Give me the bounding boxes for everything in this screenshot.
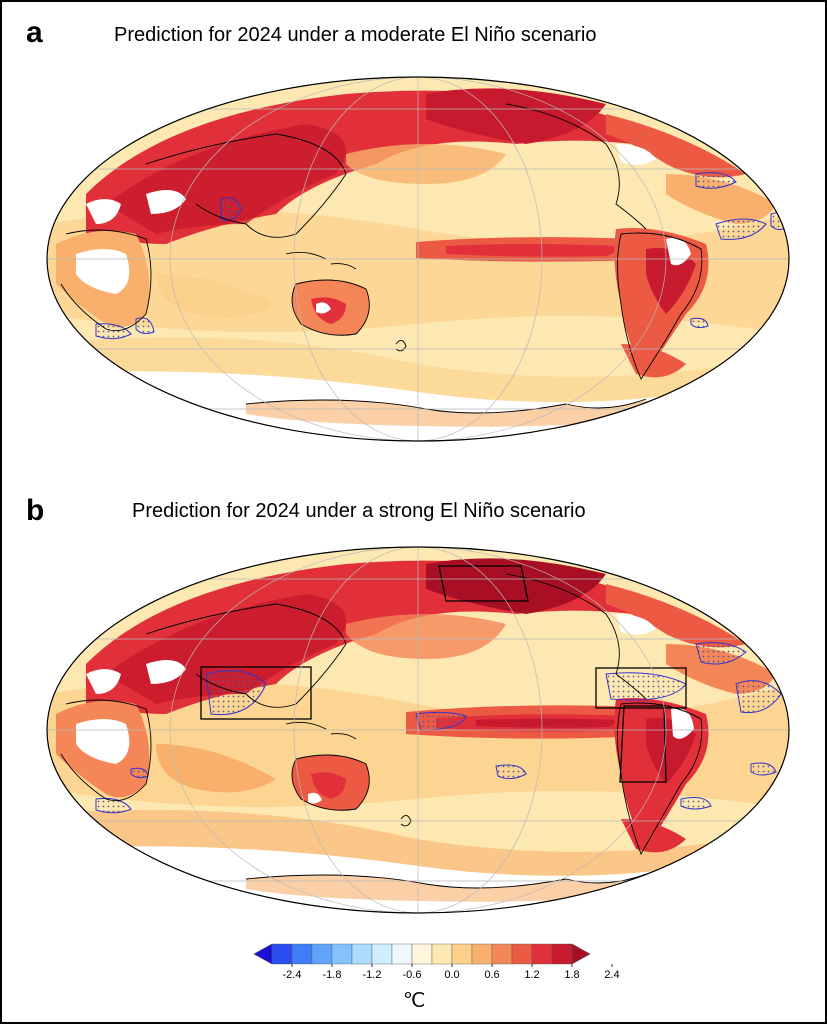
colorbar-swatch bbox=[491, 943, 513, 965]
colorbar-swatch bbox=[451, 943, 473, 965]
colorbar-swatch bbox=[431, 943, 453, 965]
colorbar-tick-label: 1.2 bbox=[524, 969, 539, 981]
colorbar-swatch bbox=[411, 943, 433, 965]
panel-b-letter: b bbox=[26, 494, 45, 527]
colorbar-tick-label: -1.2 bbox=[363, 969, 382, 981]
colorbar-unit: ℃ bbox=[403, 990, 426, 1012]
colorbar-tick-label: 1.8 bbox=[564, 969, 579, 981]
panel-a-title: Prediction for 2024 under a moderate El … bbox=[114, 24, 597, 46]
panel-b-title: Prediction for 2024 under a strong El Ni… bbox=[132, 500, 586, 522]
colorbar-swatch bbox=[271, 943, 293, 965]
colorbar-swatch bbox=[391, 943, 413, 965]
map-panel-a bbox=[46, 76, 790, 442]
panel-a-letter: a bbox=[26, 16, 43, 49]
colorbar-tick-label: 0.0 bbox=[444, 969, 459, 981]
colorbar-swatches bbox=[253, 943, 591, 965]
colorbar-swatch bbox=[351, 943, 373, 965]
colorbar-swatch bbox=[471, 943, 493, 965]
colorbar-tick-label: -2.4 bbox=[283, 969, 302, 981]
colorbar-swatch bbox=[531, 943, 553, 965]
colorbar-swatch bbox=[371, 943, 393, 965]
colorbar-swatch bbox=[291, 943, 313, 965]
colorbar-ticks: -2.4 -1.8 -1.2 -0.6 0.0 0.6 1.2 1.8 2.4 bbox=[283, 964, 620, 981]
map-panel-b bbox=[46, 546, 790, 914]
colorbar-tick-label: 2.4 bbox=[604, 969, 619, 981]
colorbar-tick-label: 0.6 bbox=[484, 969, 499, 981]
colorbar-swatch bbox=[311, 943, 333, 965]
colorbar-max-arrow bbox=[571, 943, 591, 965]
colorbar-swatch bbox=[511, 943, 533, 965]
colorbar-min-arrow bbox=[253, 943, 273, 965]
colorbar-tick-label: -1.8 bbox=[323, 969, 342, 981]
colorbar-swatch bbox=[551, 943, 573, 965]
colorbar-swatch bbox=[331, 943, 353, 965]
colorbar-tick-label: -0.6 bbox=[403, 969, 422, 981]
